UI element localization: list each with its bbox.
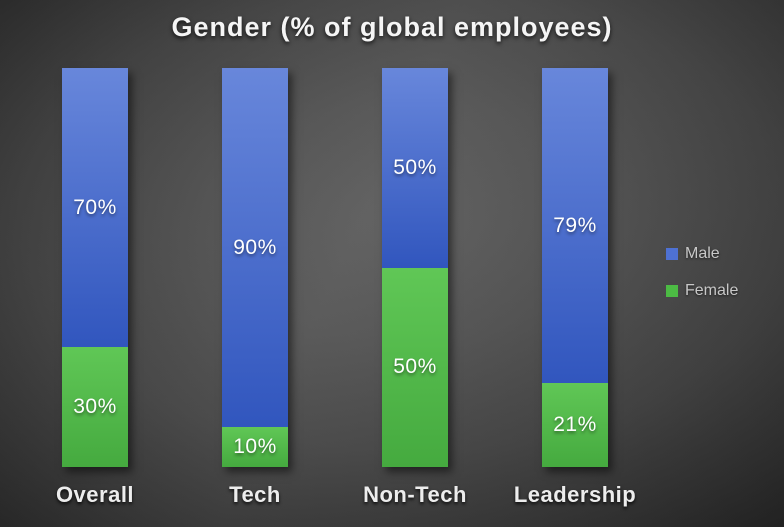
stacked-bar-tech: 90% 10% — [222, 68, 288, 467]
bar-segment-female-leadership: 21% — [542, 383, 608, 467]
category-label-leadership: Leadership — [513, 482, 637, 507]
bar-segment-male-tech: 90% — [222, 68, 288, 428]
bar-segment-male-leadership: 79% — [542, 68, 608, 384]
legend-swatch-female-icon — [666, 285, 678, 297]
legend-label-male: Male — [685, 245, 720, 262]
data-label-male-overall: 70% — [73, 195, 117, 219]
bar-segment-male-non-tech: 50% — [382, 68, 448, 268]
legend-item-female: Female — [666, 282, 738, 300]
bar-segment-female-overall: 30% — [62, 347, 128, 467]
legend-swatch-male-icon — [666, 248, 678, 260]
bar-group-overall: 70% 30% Overall — [15, 68, 175, 508]
legend-label-female: Female — [685, 282, 739, 299]
legend: Male Female — [666, 245, 738, 319]
category-label-non-tech: Non-Tech — [363, 482, 467, 507]
category-label-tech: Tech — [229, 482, 281, 507]
stacked-bar-leadership: 79% 21% — [542, 68, 608, 467]
bar-group-non-tech: 50% 50% Non-Tech — [335, 68, 495, 508]
data-label-male-tech: 90% — [233, 235, 277, 259]
stacked-bar-non-tech: 50% 50% — [382, 68, 448, 467]
bar-segment-female-non-tech: 50% — [382, 267, 448, 467]
stacked-bar-overall: 70% 30% — [62, 68, 128, 467]
data-label-female-non-tech: 50% — [393, 355, 437, 379]
data-label-male-leadership: 79% — [553, 213, 597, 237]
bar-segment-male-overall: 70% — [62, 68, 128, 348]
bar-group-leadership: 79% 21% Leadership — [495, 68, 655, 508]
category-label-overall: Overall — [55, 482, 135, 507]
chart-title: Gender (% of global employees) — [171, 12, 613, 42]
bar-segment-female-tech: 10% — [222, 427, 288, 467]
data-label-female-tech: 10% — [233, 435, 277, 459]
data-label-male-non-tech: 50% — [393, 155, 437, 179]
legend-item-male: Male — [666, 245, 738, 263]
bar-group-tech: 90% 10% Tech — [175, 68, 335, 508]
data-label-female-leadership: 21% — [553, 413, 597, 437]
data-label-female-overall: 30% — [73, 395, 117, 419]
